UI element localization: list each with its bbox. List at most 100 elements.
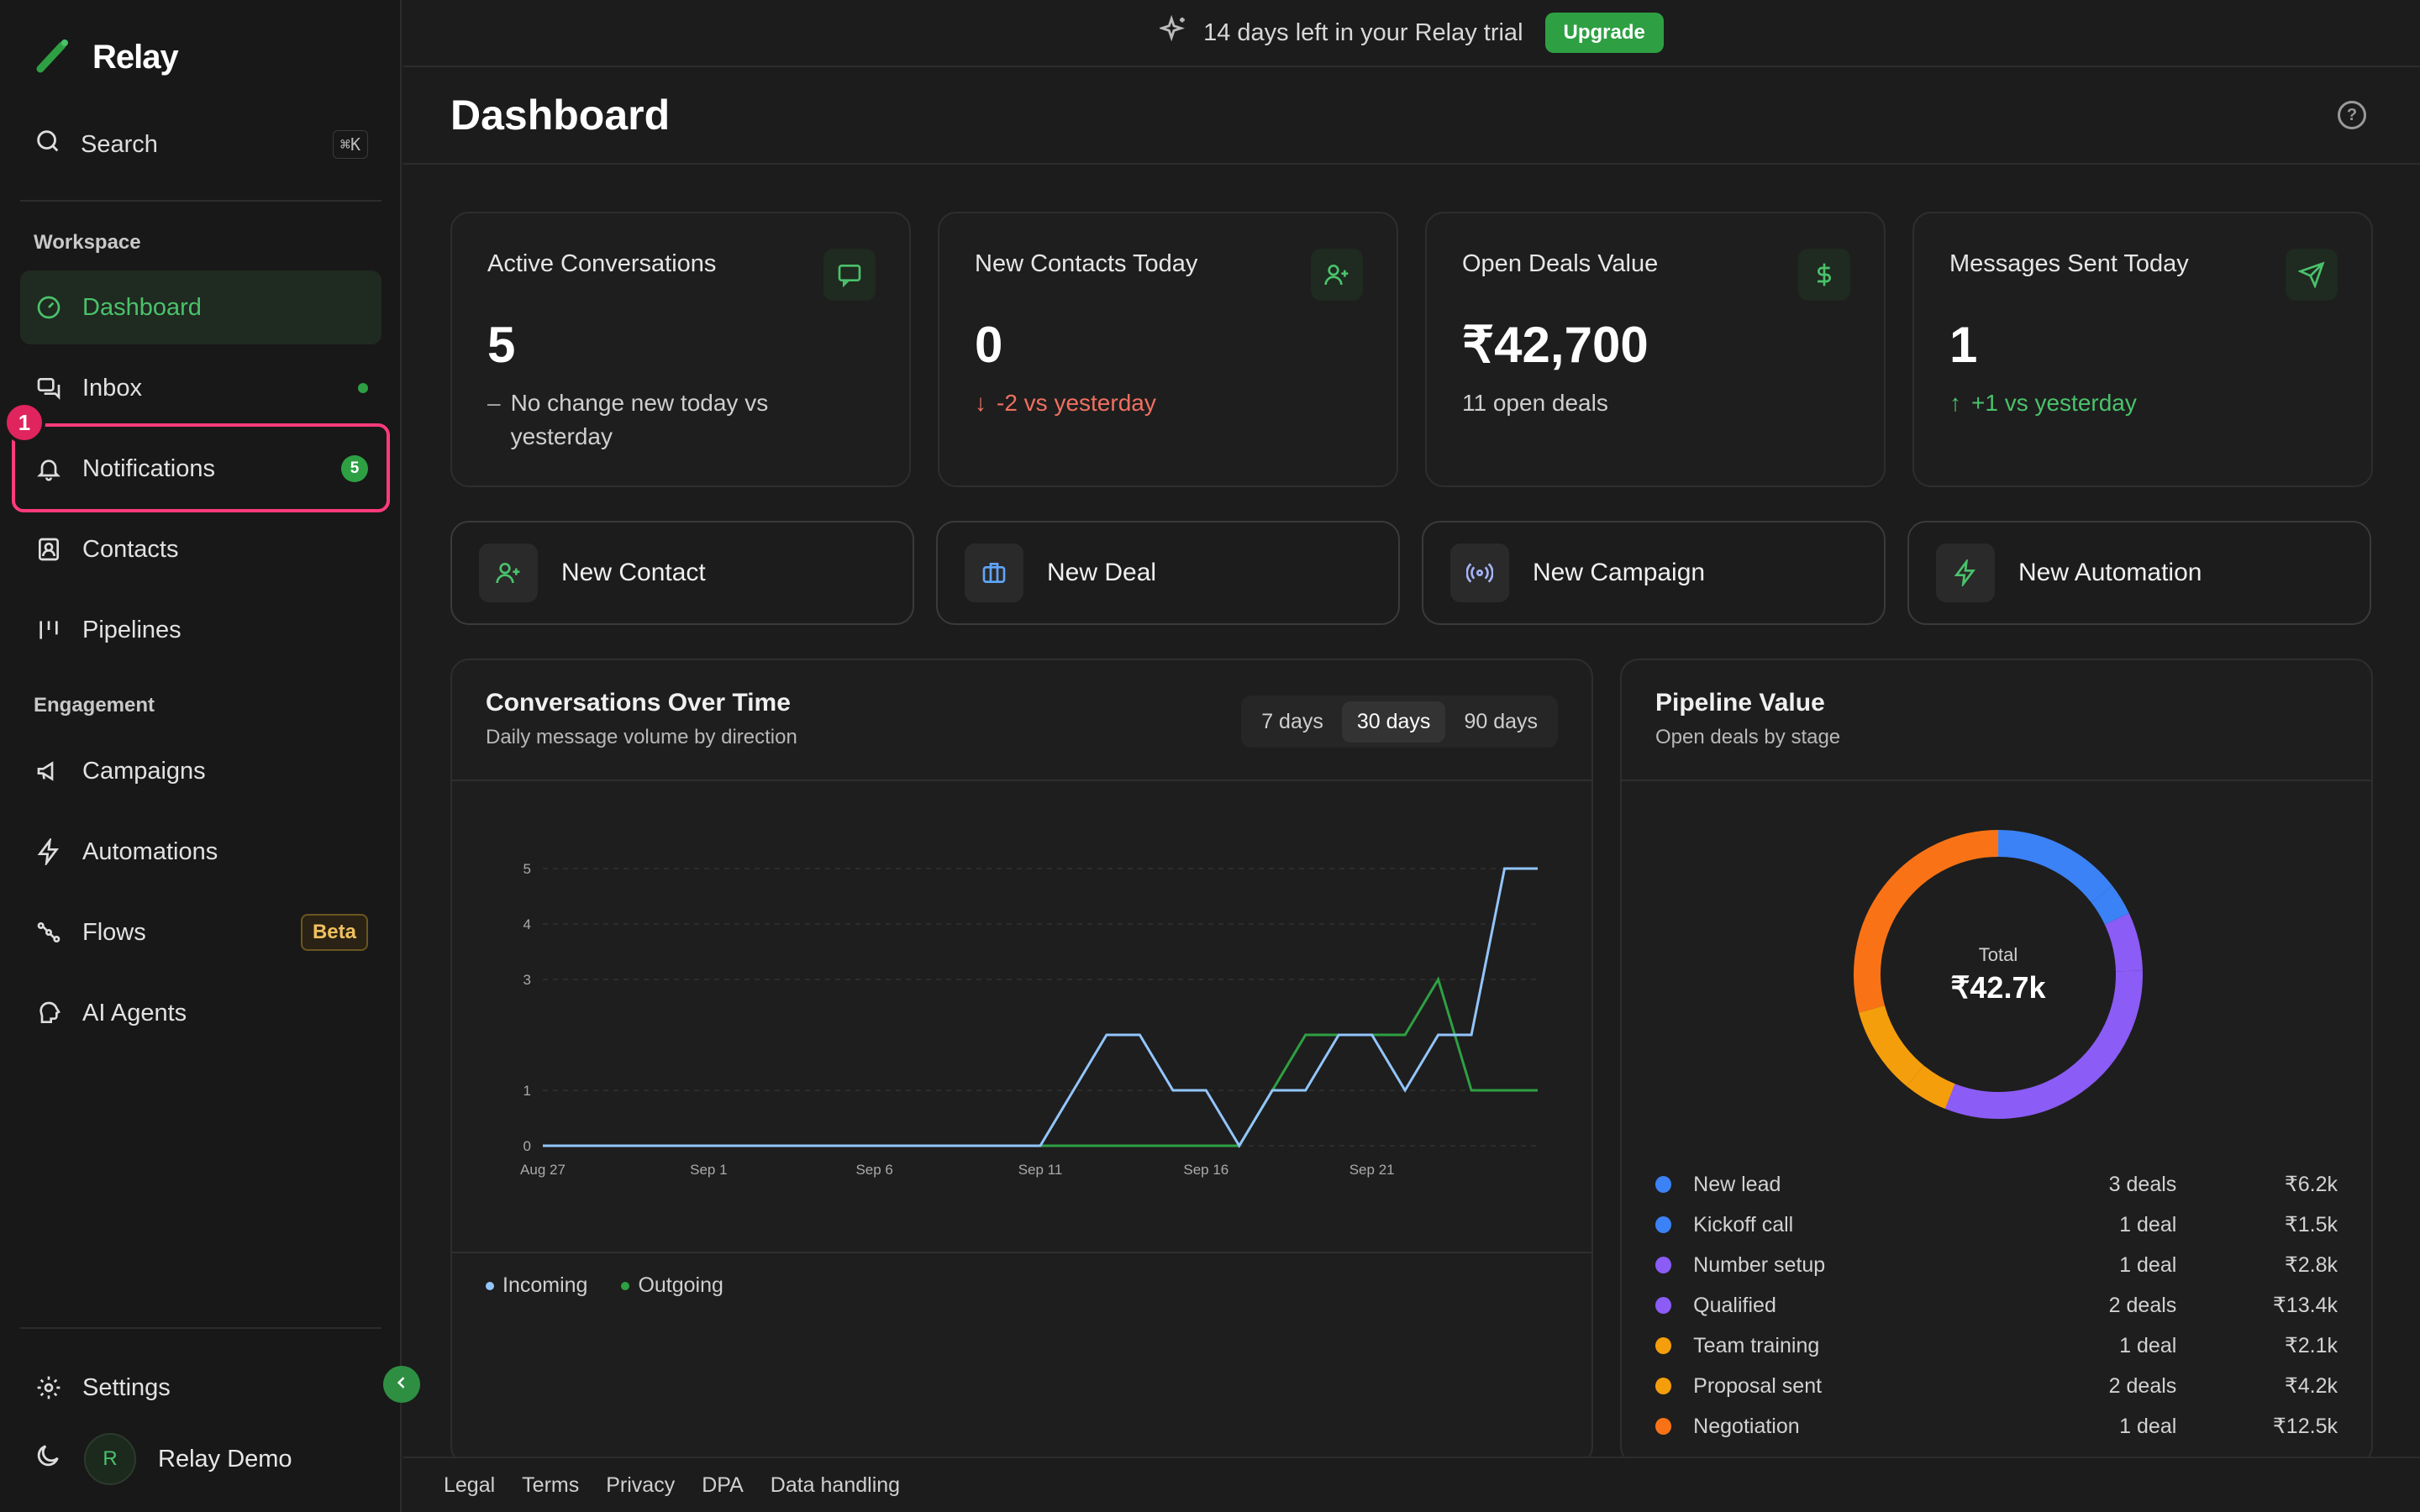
sidebar-item-flows[interactable]: Flows Beta	[20, 895, 381, 969]
app-name: Relay	[92, 39, 179, 76]
stage-deals: 1 deal	[2119, 1414, 2177, 1438]
contacts-icon	[34, 534, 64, 564]
x-tick-label: Sep 21	[1349, 1162, 1395, 1178]
search-button[interactable]: Search ⌘K	[34, 126, 368, 163]
sidebar-item-pipelines[interactable]: Pipelines	[20, 593, 381, 667]
action-label: New Deal	[1047, 559, 1157, 586]
stage-value: ₹4.2k	[2284, 1374, 2338, 1398]
donut-total-value: ₹42.7k	[1951, 970, 2047, 1005]
stage-color-dot	[1655, 1257, 1672, 1273]
panel-title: Pipeline Value	[1655, 689, 1825, 717]
stat-change-text: 11 open deals	[1462, 390, 1608, 416]
sidebar-item-ai-agents[interactable]: AI Agents	[20, 976, 381, 1050]
donut-slice	[1854, 830, 1999, 1013]
pipeline-stage-row: New lead 3 deals ₹6.2k	[1655, 1164, 2338, 1205]
highlight-marker: 1	[3, 402, 45, 444]
panel-header: Pipeline Value Open deals by stage	[1622, 660, 2371, 781]
divider	[20, 200, 381, 202]
stat-value: 0	[975, 317, 1003, 373]
pipeline-value-panel: Pipeline Value Open deals by stage Total…	[1620, 659, 2373, 1465]
sidebar-item-label: Flows	[82, 918, 146, 946]
notification-count-badge: 5	[341, 455, 368, 482]
chevron-left-icon	[393, 1374, 410, 1395]
sidebar-item-notifications[interactable]: Notifications 5	[20, 432, 381, 506]
divider	[20, 1327, 381, 1329]
panel-subtitle: Open deals by stage	[1655, 726, 1841, 748]
section-engagement: Engagement	[34, 694, 155, 717]
donut-slice	[1944, 970, 2143, 1119]
stat-change-text: -2 vs yesterday	[997, 390, 1156, 416]
stage-deals: 2 deals	[2108, 1373, 2177, 1398]
pipeline-stage-row: Proposal sent 2 deals ₹4.2k	[1655, 1366, 2338, 1406]
stage-name: Qualified	[1693, 1293, 1776, 1317]
panel-subtitle: Daily message volume by direction	[486, 726, 797, 748]
range-30-days[interactable]: 30 days	[1341, 701, 1446, 743]
sidebar-item-dashboard[interactable]: Dashboard	[20, 270, 381, 344]
help-icon[interactable]: ?	[2338, 101, 2366, 129]
upgrade-button[interactable]: Upgrade	[1544, 13, 1664, 53]
sidebar-item-label: Settings	[82, 1373, 171, 1401]
page-title: Dashboard	[450, 92, 671, 139]
stage-color-dot	[1655, 1337, 1672, 1354]
user-menu[interactable]: R Relay Demo	[34, 1433, 292, 1485]
app-logo[interactable]: Relay	[34, 37, 179, 78]
avatar: R	[84, 1433, 136, 1485]
flows-icon	[34, 917, 64, 948]
footer-link-privacy[interactable]: Privacy	[606, 1473, 676, 1497]
sidebar-item-automations[interactable]: Automations	[20, 815, 381, 889]
footer-link-data-handling[interactable]: Data handling	[770, 1473, 901, 1497]
new-contact-button[interactable]: New Contact	[450, 521, 914, 625]
new-campaign-button[interactable]: New Campaign	[1422, 521, 1886, 625]
range-selector: 7 days 30 days 90 days	[1241, 696, 1558, 748]
ai-agent-icon	[34, 998, 64, 1028]
footer-link-dpa[interactable]: DPA	[702, 1473, 744, 1497]
pipeline-stage-list: New lead 3 deals ₹6.2k Kickoff call 1 deal ₹1…	[1655, 1164, 2338, 1446]
pipeline-donut-chart: Total ₹42.7k	[1854, 830, 2143, 1119]
y-tick-label: 0	[523, 1138, 531, 1154]
stage-color-dot	[1655, 1418, 1672, 1435]
range-90-days[interactable]: 90 days	[1464, 709, 1538, 733]
action-label: New Contact	[561, 559, 706, 586]
sidebar-item-inbox[interactable]: Inbox	[20, 351, 381, 425]
action-label: New Campaign	[1533, 559, 1706, 586]
footer-link-terms[interactable]: Terms	[522, 1473, 580, 1497]
arrow-up-icon: ↑	[1949, 390, 1961, 416]
footer-link-legal[interactable]: Legal	[444, 1473, 496, 1497]
theme-toggle-moon-icon[interactable]	[34, 1441, 62, 1477]
sidebar-item-label: AI Agents	[82, 999, 187, 1026]
gear-icon	[34, 1373, 64, 1403]
megaphone-icon	[34, 756, 64, 786]
stage-deals: 2 deals	[2108, 1293, 2177, 1317]
beta-badge: Beta	[300, 914, 368, 951]
stage-name: Negotiation	[1693, 1414, 1800, 1438]
bell-icon	[34, 454, 64, 484]
new-deal-button[interactable]: New Deal	[936, 521, 1400, 625]
trial-banner: 14 days left in your Relay trial Upgrade	[403, 0, 2420, 67]
legend-outgoing: Outgoing	[621, 1273, 723, 1298]
y-tick-label: 1	[523, 1083, 531, 1099]
sidebar-item-label: Dashboard	[82, 293, 202, 321]
x-tick-label: Aug 27	[520, 1162, 566, 1178]
sidebar-item-label: Automations	[82, 837, 218, 865]
pipeline-stage-row: Negotiation 1 deal ₹12.5k	[1655, 1406, 2338, 1446]
send-icon	[2286, 249, 2338, 301]
page-header: Dashboard ?	[403, 69, 2420, 165]
sidebar-item-settings[interactable]: Settings	[20, 1351, 381, 1425]
collapse-sidebar-button[interactable]	[383, 1366, 420, 1403]
legend-label: Incoming	[502, 1273, 588, 1297]
relay-logo-icon	[34, 37, 71, 78]
stat-change: ↑ +1 vs yesterday	[1949, 386, 2319, 420]
stat-change: 11 open deals	[1462, 386, 1832, 420]
stat-card-new-contacts: New Contacts Today 0 ↓ -2 vs yesterday	[938, 212, 1398, 487]
sidebar-item-label: Notifications	[82, 454, 215, 482]
range-7-days[interactable]: 7 days	[1261, 709, 1323, 733]
stage-value: ₹12.5k	[2272, 1415, 2338, 1438]
series-line-incoming	[543, 867, 1538, 1148]
new-automation-button[interactable]: New Automation	[1907, 521, 2371, 625]
x-tick-label: Sep 6	[855, 1162, 892, 1178]
y-tick-label: 5	[523, 861, 531, 877]
stage-deals: 3 deals	[2108, 1172, 2177, 1196]
trial-text: 14 days left in your Relay trial	[1203, 18, 1523, 46]
sidebar-item-campaigns[interactable]: Campaigns	[20, 734, 381, 808]
sidebar-item-contacts[interactable]: Contacts	[20, 512, 381, 586]
